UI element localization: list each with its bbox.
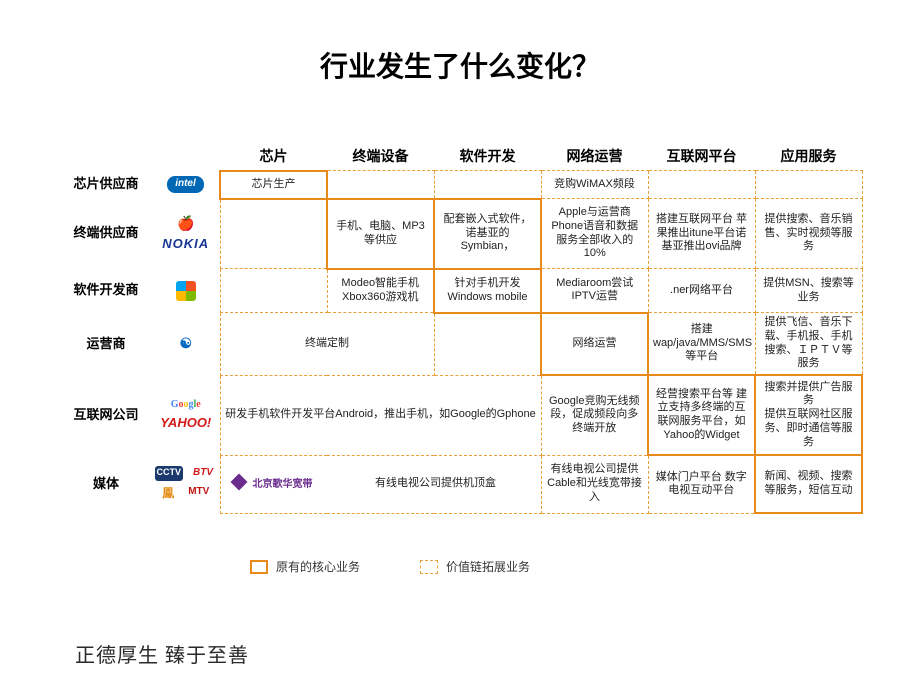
matrix-table: 芯片终端设备软件开发网络运营互联网平台应用服务 芯片供应商intel芯片生产竞购… [60, 145, 863, 514]
col-head-2: 软件开发 [434, 145, 541, 171]
swatch-extend-icon [420, 560, 438, 574]
cell-5-5: 新闻、视频、搜索等服务，短信互动 [755, 455, 862, 513]
cell-2-1: Modeo智能手机Xbox360游戏机 [327, 269, 434, 313]
row-logos-1: 🍎NOKIA [152, 199, 220, 269]
legend-core: 原有的核心业务 [250, 558, 360, 575]
row-head-1: 终端供应商 [60, 199, 152, 269]
cell-0-3: 竞购WiMAX频段 [541, 171, 648, 199]
legend-extend-label: 价值链拓展业务 [446, 560, 530, 574]
col-head-1: 终端设备 [327, 145, 434, 171]
industry-matrix: 芯片终端设备软件开发网络运营互联网平台应用服务 芯片供应商intel芯片生产竞购… [60, 145, 860, 514]
btv-logo-icon: BTV [189, 466, 217, 481]
cell-2-0 [220, 269, 327, 313]
google-logo-icon: Google [167, 398, 205, 413]
cell-4-5: 搜索并提供广告服务 提供互联网社区服务、即时通信等服务 [755, 375, 862, 455]
mtv-logo-icon: MTV [184, 485, 213, 502]
cell-1-5: 提供搜索、音乐销售、实时视频等服务 [755, 199, 862, 269]
legend-extend: 价值链拓展业务 [420, 558, 530, 575]
phoenix-logo-icon: 鳯 [158, 485, 178, 502]
cell-3-3: 网络运营 [541, 313, 648, 376]
cell-2-4: .ner网络平台 [648, 269, 755, 313]
col-head-0: 芯片 [220, 145, 327, 171]
cmcc-logo-icon: ☯ [175, 334, 196, 354]
swatch-core-icon [250, 560, 268, 574]
row-logos-0: intel [152, 171, 220, 199]
cell-4-3: Google竞购无线频段，促成频段向多终端开放 [541, 375, 648, 455]
cell-4-4: 经营搜索平台等 建立支持多终端的互联网服务平台，如Yahoo的Widget [648, 375, 755, 455]
cell-0-0: 芯片生产 [220, 171, 327, 199]
cell-1-0 [220, 199, 327, 269]
cell-2-5: 提供MSN、搜索等业务 [755, 269, 862, 313]
row-logos-2 [152, 269, 220, 313]
col-head-4: 互联网平台 [648, 145, 755, 171]
cell-0-1 [327, 171, 434, 199]
nokia-logo-icon: NOKIA [158, 235, 213, 253]
row-logos-3: ☯ [152, 313, 220, 376]
apple-logo-icon: 🍎 [173, 214, 198, 234]
page-title: 行业发生了什么变化？ [0, 0, 920, 110]
cell-5-4: 媒体门户平台 数字电视互动平台 [648, 455, 755, 513]
cell-3-5: 提供飞信、音乐下载、手机报、手机搜索、ＩＰＴＶ等服务 [755, 313, 862, 376]
beijing-logo-icon: 北京歌华宽带 [233, 476, 317, 493]
cell-5-3: 有线电视公司提供Cable和光线宽带接入 [541, 455, 648, 513]
col-head-3: 网络运营 [541, 145, 648, 171]
cell-1-1: 手机、电脑、MP3等供应 [327, 199, 434, 269]
footer-motto: 正德厚生 臻于至善 [75, 639, 249, 668]
row-head-0: 芯片供应商 [60, 171, 152, 199]
cell-1-3: Apple与运营商Phone语音和数据服务全部收入的10% [541, 199, 648, 269]
intel-logo-icon: intel [167, 176, 204, 193]
cctv-logo-icon: CCTV [155, 466, 184, 481]
cell-0-5 [755, 171, 862, 199]
row-logos-5: CCTV BTV 鳯 MTV [152, 455, 220, 513]
row-head-4: 互联网公司 [60, 375, 152, 455]
cell-1-4: 搭建互联网平台 苹果推出itune平台诺基亚推出ovi品牌 [648, 199, 755, 269]
win-logo-icon [176, 281, 196, 301]
legend-core-label: 原有的核心业务 [276, 560, 360, 574]
cell-2-3: Mediaroom尝试IPTV运营 [541, 269, 648, 313]
cell-0-4 [648, 171, 755, 199]
row-logos-4: GoogleYAHOO! [152, 375, 220, 455]
cell-1-2: 配套嵌入式软件，诺基亚的Symbian， [434, 199, 541, 269]
col-head-5: 应用服务 [755, 145, 862, 171]
cell-5-0: 北京歌华宽带有线电视公司提供机顶盒 [220, 455, 541, 513]
cell-3-0: 终端定制 [220, 313, 434, 376]
cell-2-2: 针对手机开发Windows mobile [434, 269, 541, 313]
row-head-5: 媒体 [60, 455, 152, 513]
cell-3-2 [434, 313, 541, 376]
row-head-2: 软件开发商 [60, 269, 152, 313]
legend: 原有的核心业务 价值链拓展业务 [250, 558, 530, 575]
row-head-3: 运营商 [60, 313, 152, 376]
cell-4-0: 研发手机软件开发平台Android，推出手机，如Google的Gphone [220, 375, 541, 455]
cell-3-4: 搭建wap/java/MMS/SMS等平台 [648, 313, 755, 376]
cell-0-2 [434, 171, 541, 199]
yahoo-logo-icon: YAHOO! [156, 414, 215, 432]
